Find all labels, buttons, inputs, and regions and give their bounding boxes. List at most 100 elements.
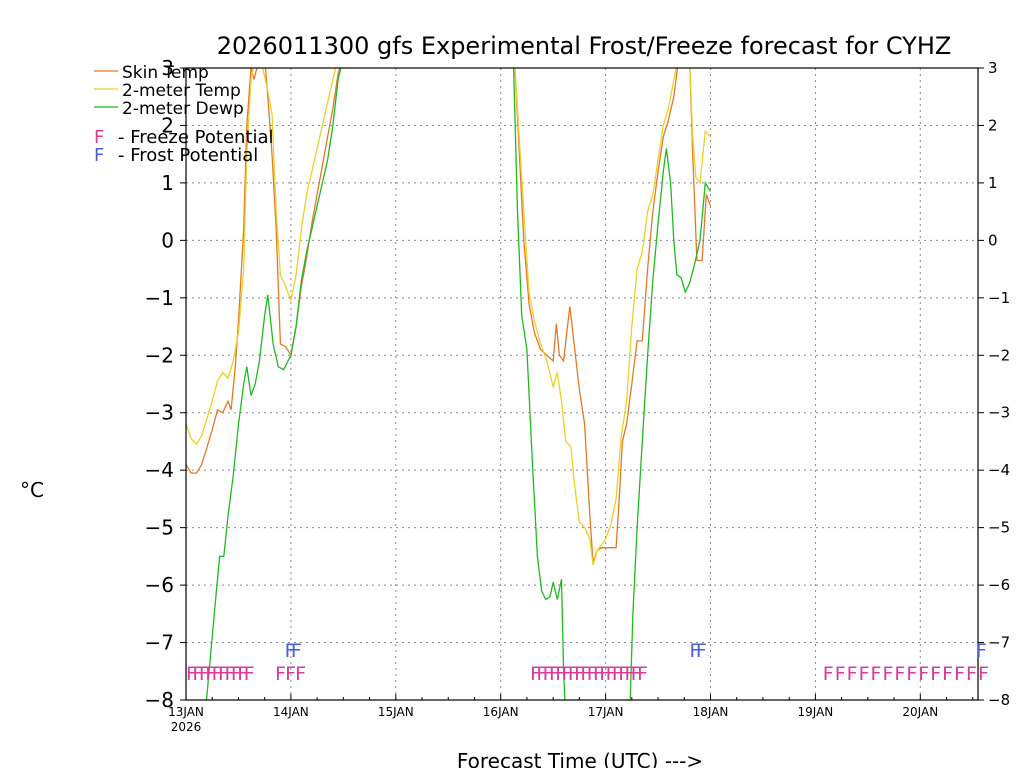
x-tick-sublabel: 2026 bbox=[171, 720, 202, 734]
freeze-mark: F bbox=[618, 663, 629, 685]
freeze-mark: F bbox=[606, 663, 617, 685]
freeze-mark: F bbox=[871, 663, 882, 685]
y-tick-label-right: −6 bbox=[988, 576, 1010, 594]
y-tick-label-left: 3 bbox=[161, 56, 174, 80]
chart-title: 2026011300 gfs Experimental Frost/Freeze… bbox=[217, 32, 952, 60]
series-lines bbox=[186, 68, 712, 700]
y-tick-label-left: −2 bbox=[145, 343, 174, 367]
freeze-mark: F bbox=[543, 663, 554, 685]
y-tick-label-right: 2 bbox=[988, 116, 998, 134]
freeze-mark: F bbox=[530, 663, 541, 685]
freeze-mark: F bbox=[555, 663, 566, 685]
x-tick-label: 17JAN bbox=[588, 705, 624, 719]
y-tick-label-left: 0 bbox=[161, 228, 174, 252]
x-tick-label: 13JAN bbox=[168, 705, 204, 719]
y-tick-label-left: 1 bbox=[161, 171, 174, 195]
frost-mark: F bbox=[976, 640, 987, 662]
freeze-mark: F bbox=[835, 663, 846, 685]
y-tick-label-left: 2 bbox=[161, 113, 174, 137]
y-tick-label-right: −8 bbox=[988, 691, 1010, 709]
freeze-mark: F bbox=[930, 663, 941, 685]
y-tick-label-right: 1 bbox=[988, 174, 998, 192]
y-tick-label-right: 0 bbox=[988, 231, 998, 249]
y-tick-label-left: −4 bbox=[145, 458, 174, 482]
freeze-mark: F bbox=[549, 663, 560, 685]
y-tick-label-left: −7 bbox=[145, 631, 174, 655]
freeze-mark: F bbox=[978, 663, 989, 685]
freeze-mark: F bbox=[568, 663, 579, 685]
y-tick-label-right: −4 bbox=[988, 461, 1010, 479]
frost-mark: F bbox=[285, 640, 296, 662]
freeze-mark: F bbox=[295, 663, 306, 685]
freeze-mark: F bbox=[859, 663, 870, 685]
freeze-mark: F bbox=[847, 663, 858, 685]
legend-label: 2-meter Temp bbox=[122, 81, 241, 101]
freeze-mark: F bbox=[275, 663, 286, 685]
freeze-mark: F bbox=[942, 663, 953, 685]
potential-legend-mark: F bbox=[94, 127, 104, 148]
x-tick-label: 14JAN bbox=[273, 705, 309, 719]
series-line-2-meter-temp bbox=[186, 68, 337, 446]
y-axis-label: °C bbox=[20, 478, 44, 502]
frost-mark: F bbox=[291, 640, 302, 662]
freeze-mark: F bbox=[580, 663, 591, 685]
freeze-mark: F bbox=[205, 663, 216, 685]
freeze-mark: F bbox=[231, 663, 242, 685]
legend-label: 2-meter Dewp bbox=[122, 99, 244, 119]
x-tick-label: 20JAN bbox=[902, 705, 938, 719]
series-line-skin-temp bbox=[186, 68, 341, 474]
y-tick-label-left: −3 bbox=[145, 401, 174, 425]
freeze-mark: F bbox=[823, 663, 834, 685]
freeze-mark: F bbox=[882, 663, 893, 685]
freeze-mark: F bbox=[906, 663, 917, 685]
y-axis: 3 3 2 2 1 1 0 0 −1 −1 −2 −2 −3 −3 −4 −4 −5 −5 −6 −6 −7 −7 −8 −8 bbox=[145, 56, 1011, 712]
y-tick-label-right: −1 bbox=[988, 289, 1010, 307]
y-tick-label-right: −7 bbox=[988, 634, 1010, 652]
x-tick-label: 19JAN bbox=[798, 705, 834, 719]
freeze-mark: F bbox=[218, 663, 229, 685]
freeze-mark: F bbox=[966, 663, 977, 685]
y-tick-label-right: −5 bbox=[988, 519, 1010, 537]
x-tick-label: 15JAN bbox=[378, 705, 414, 719]
y-tick-label-right: −3 bbox=[988, 404, 1010, 422]
x-tick-label: 16JAN bbox=[483, 705, 519, 719]
frost-mark: F bbox=[690, 640, 701, 662]
legend-label: Skin Temp bbox=[122, 63, 209, 83]
x-axis-label: Forecast Time (UTC) ---> bbox=[457, 749, 703, 768]
y-tick-label-left: −8 bbox=[145, 688, 174, 712]
freeze-mark: F bbox=[199, 663, 210, 685]
freeze-mark: F bbox=[954, 663, 965, 685]
freeze-mark: F bbox=[237, 663, 248, 685]
freeze-mark: F bbox=[536, 663, 547, 685]
freeze-mark: F bbox=[637, 663, 648, 685]
freeze-mark: F bbox=[574, 663, 585, 685]
y-tick-label-left: −6 bbox=[145, 573, 174, 597]
freeze-mark: F bbox=[631, 663, 642, 685]
y-tick-label-left: −5 bbox=[145, 516, 174, 540]
freeze-mark: F bbox=[285, 663, 296, 685]
freeze-mark: F bbox=[562, 663, 573, 685]
series-line-2-meter-temp bbox=[514, 68, 711, 566]
freeze-mark: F bbox=[192, 663, 203, 685]
potential-legend-label: - Frost Potential bbox=[118, 145, 258, 166]
freeze-mark: F bbox=[186, 663, 197, 685]
freeze-mark: F bbox=[212, 663, 223, 685]
freeze-mark: F bbox=[624, 663, 635, 685]
potential-legend-mark: F bbox=[94, 145, 104, 166]
y-tick-label-left: −1 bbox=[145, 286, 174, 310]
potential-legend-label: - Freeze Potential bbox=[118, 127, 274, 148]
series-line-2-meter-dewp bbox=[205, 68, 342, 700]
freeze-mark: F bbox=[244, 663, 255, 685]
freeze-mark: F bbox=[894, 663, 905, 685]
frost-mark: F bbox=[696, 640, 707, 662]
y-tick-label-right: −2 bbox=[988, 346, 1010, 364]
freeze-mark: F bbox=[224, 663, 235, 685]
plot-frame bbox=[185, 67, 979, 701]
series-line-skin-temp bbox=[514, 68, 712, 563]
x-tick-label: 18JAN bbox=[693, 705, 729, 719]
series-line-2-meter-dewp bbox=[512, 68, 712, 700]
